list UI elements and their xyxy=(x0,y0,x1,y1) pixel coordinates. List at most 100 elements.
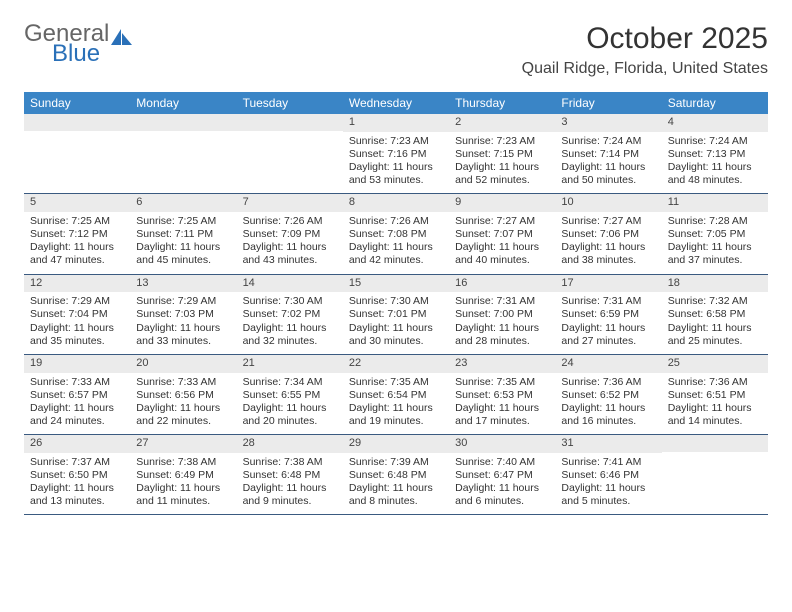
sunrise-text: Sunrise: 7:24 AM xyxy=(561,135,655,148)
calendar-cell: 10 Sunrise: 7:27 AMSunset: 7:06 PMDayligh… xyxy=(555,194,661,273)
day-number: 15 xyxy=(343,275,449,293)
sunset-text: Sunset: 7:08 PM xyxy=(349,228,443,241)
day-number: 4 xyxy=(662,114,768,132)
day-number: 12 xyxy=(24,275,130,293)
cell-body: Sunrise: 7:33 AMSunset: 6:56 PMDaylight:… xyxy=(130,373,236,435)
day-number: 8 xyxy=(343,194,449,212)
calendar-cell xyxy=(662,435,768,514)
sunrise-text: Sunrise: 7:33 AM xyxy=(136,376,230,389)
day2-text: and 37 minutes. xyxy=(668,254,762,267)
day1-text: Daylight: 11 hours xyxy=(136,322,230,335)
sunset-text: Sunset: 6:47 PM xyxy=(455,469,549,482)
cell-body: Sunrise: 7:31 AMSunset: 6:59 PMDaylight:… xyxy=(555,292,661,354)
day-number: 13 xyxy=(130,275,236,293)
day1-text: Daylight: 11 hours xyxy=(349,322,443,335)
day1-text: Daylight: 11 hours xyxy=(30,402,124,415)
logo: GeneralBlue xyxy=(24,22,134,66)
cell-body: Sunrise: 7:36 AMSunset: 6:51 PMDaylight:… xyxy=(662,373,768,435)
day-number: 10 xyxy=(555,194,661,212)
day2-text: and 14 minutes. xyxy=(668,415,762,428)
sunrise-text: Sunrise: 7:31 AM xyxy=(561,295,655,308)
calendar-cell: 18Sunrise: 7:32 AMSunset: 6:58 PMDayligh… xyxy=(662,275,768,354)
calendar-week: 26Sunrise: 7:37 AMSunset: 6:50 PMDayligh… xyxy=(24,435,768,515)
cell-body xyxy=(130,131,236,140)
sunrise-text: Sunrise: 7:38 AM xyxy=(136,456,230,469)
cell-body: Sunrise: 7:37 AMSunset: 6:50 PMDaylight:… xyxy=(24,453,130,515)
sunrise-text: Sunrise: 7:26 AM xyxy=(243,215,337,228)
calendar-cell: 27Sunrise: 7:38 AMSunset: 6:49 PMDayligh… xyxy=(130,435,236,514)
calendar-cell: 3Sunrise: 7:24 AMSunset: 7:14 PMDaylight… xyxy=(555,114,661,193)
sunrise-text: Sunrise: 7:36 AM xyxy=(561,376,655,389)
sunset-text: Sunset: 7:06 PM xyxy=(561,228,655,241)
sunset-text: Sunset: 7:11 PM xyxy=(136,228,230,241)
cell-body: Sunrise: 7:25 AMSunset: 7:12 PMDaylight:… xyxy=(24,212,130,274)
cell-body: Sunrise: 7:23 AMSunset: 7:16 PMDaylight:… xyxy=(343,132,449,194)
sunrise-text: Sunrise: 7:30 AM xyxy=(243,295,337,308)
sunset-text: Sunset: 7:03 PM xyxy=(136,308,230,321)
sunrise-text: Sunrise: 7:32 AM xyxy=(668,295,762,308)
cell-body: Sunrise: 7:38 AMSunset: 6:48 PMDaylight:… xyxy=(237,453,343,515)
sunset-text: Sunset: 6:48 PM xyxy=(349,469,443,482)
day-number xyxy=(237,114,343,131)
day-number: 21 xyxy=(237,355,343,373)
calendar-cell: 4Sunrise: 7:24 AMSunset: 7:13 PMDaylight… xyxy=(662,114,768,193)
calendar-week: 1Sunrise: 7:23 AMSunset: 7:16 PMDaylight… xyxy=(24,114,768,194)
cell-body: Sunrise: 7:36 AMSunset: 6:52 PMDaylight:… xyxy=(555,373,661,435)
day1-text: Daylight: 11 hours xyxy=(243,482,337,495)
cell-body: Sunrise: 7:40 AMSunset: 6:47 PMDaylight:… xyxy=(449,453,555,515)
day2-text: and 42 minutes. xyxy=(349,254,443,267)
day-number: 5 xyxy=(24,194,130,212)
day1-text: Daylight: 11 hours xyxy=(561,241,655,254)
day1-text: Daylight: 11 hours xyxy=(668,241,762,254)
day-number xyxy=(130,114,236,131)
day-number: 9 xyxy=(449,194,555,212)
calendar-cell: 16Sunrise: 7:31 AMSunset: 7:00 PMDayligh… xyxy=(449,275,555,354)
day2-text: and 38 minutes. xyxy=(561,254,655,267)
dow-sunday: Sunday xyxy=(24,92,130,114)
day-number: 18 xyxy=(662,275,768,293)
day-number: 31 xyxy=(555,435,661,453)
calendar: Sunday Monday Tuesday Wednesday Thursday… xyxy=(24,92,768,515)
sunset-text: Sunset: 6:50 PM xyxy=(30,469,124,482)
day-number: 23 xyxy=(449,355,555,373)
day2-text: and 27 minutes. xyxy=(561,335,655,348)
calendar-cell: 12Sunrise: 7:29 AMSunset: 7:04 PMDayligh… xyxy=(24,275,130,354)
day1-text: Daylight: 11 hours xyxy=(243,402,337,415)
day-number: 26 xyxy=(24,435,130,453)
calendar-cell: 1Sunrise: 7:23 AMSunset: 7:16 PMDaylight… xyxy=(343,114,449,193)
calendar-cell: 17Sunrise: 7:31 AMSunset: 6:59 PMDayligh… xyxy=(555,275,661,354)
title-block: October 2025 Quail Ridge, Florida, Unite… xyxy=(522,22,768,78)
day1-text: Daylight: 11 hours xyxy=(349,161,443,174)
calendar-cell xyxy=(237,114,343,193)
day1-text: Daylight: 11 hours xyxy=(455,482,549,495)
sunrise-text: Sunrise: 7:27 AM xyxy=(455,215,549,228)
cell-body: Sunrise: 7:33 AMSunset: 6:57 PMDaylight:… xyxy=(24,373,130,435)
dow-wednesday: Wednesday xyxy=(343,92,449,114)
day-number: 19 xyxy=(24,355,130,373)
day2-text: and 35 minutes. xyxy=(30,335,124,348)
sunrise-text: Sunrise: 7:25 AM xyxy=(30,215,124,228)
day1-text: Daylight: 11 hours xyxy=(668,402,762,415)
calendar-cell: 28Sunrise: 7:38 AMSunset: 6:48 PMDayligh… xyxy=(237,435,343,514)
sunrise-text: Sunrise: 7:28 AM xyxy=(668,215,762,228)
calendar-cell: 9Sunrise: 7:27 AMSunset: 7:07 PMDaylight… xyxy=(449,194,555,273)
sunrise-text: Sunrise: 7:38 AM xyxy=(243,456,337,469)
cell-body: Sunrise: 7:35 AMSunset: 6:54 PMDaylight:… xyxy=(343,373,449,435)
day-number xyxy=(24,114,130,131)
day2-text: and 25 minutes. xyxy=(668,335,762,348)
calendar-cell xyxy=(130,114,236,193)
day-number: 20 xyxy=(130,355,236,373)
dow-friday: Friday xyxy=(555,92,661,114)
calendar-week: 5Sunrise: 7:25 AMSunset: 7:12 PMDaylight… xyxy=(24,194,768,274)
day2-text: and 22 minutes. xyxy=(136,415,230,428)
calendar-cell: 5Sunrise: 7:25 AMSunset: 7:12 PMDaylight… xyxy=(24,194,130,273)
day2-text: and 8 minutes. xyxy=(349,495,443,508)
cell-body: Sunrise: 7:29 AMSunset: 7:04 PMDaylight:… xyxy=(24,292,130,354)
day1-text: Daylight: 11 hours xyxy=(668,322,762,335)
day1-text: Daylight: 11 hours xyxy=(349,402,443,415)
cell-body: Sunrise: 7:39 AMSunset: 6:48 PMDaylight:… xyxy=(343,453,449,515)
calendar-cell: 21Sunrise: 7:34 AMSunset: 6:55 PMDayligh… xyxy=(237,355,343,434)
sunrise-text: Sunrise: 7:27 AM xyxy=(561,215,655,228)
day-number xyxy=(662,435,768,452)
sunrise-text: Sunrise: 7:37 AM xyxy=(30,456,124,469)
